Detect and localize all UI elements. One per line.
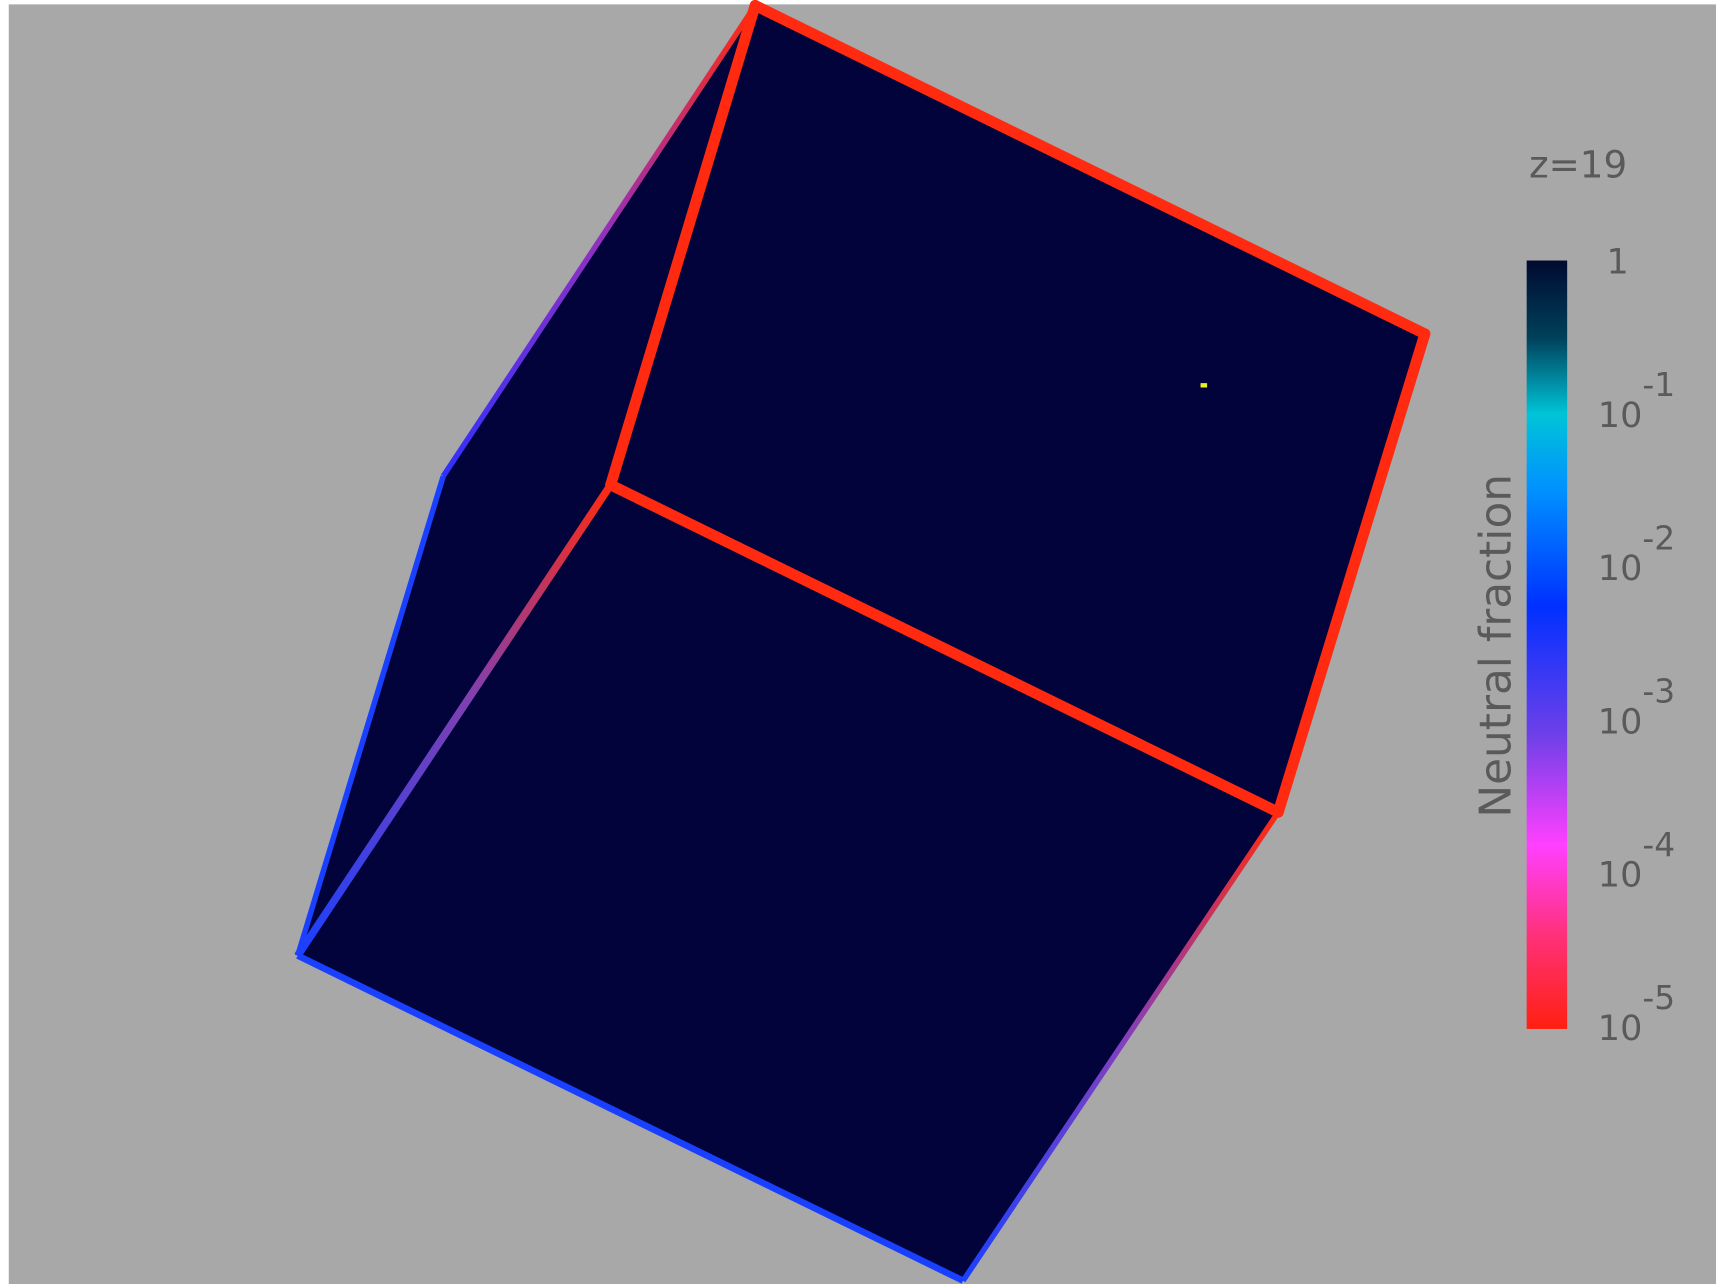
tick-base: 1 <box>1607 242 1629 283</box>
tick-base: 10 <box>1598 548 1643 589</box>
cube-edge <box>295 475 446 957</box>
colorbar-ticks: 110-110-210-310-410-5 <box>1598 242 1675 1049</box>
tick-exponent: -1 <box>1642 366 1675 404</box>
colorbar-tick-label: 10-4 <box>1598 826 1675 896</box>
colorbar-tick-label: 10-3 <box>1598 673 1675 743</box>
hotspot <box>1200 383 1208 388</box>
colorbar-tick-label: 10-1 <box>1598 366 1675 436</box>
tick-exponent: -2 <box>1642 520 1675 558</box>
colorbar <box>1526 260 1568 1029</box>
tick-exponent: -3 <box>1642 673 1675 711</box>
cube-edge <box>294 482 614 958</box>
colorbar-tick-label: 10-5 <box>1598 979 1675 1049</box>
tick-base: 10 <box>1598 1008 1643 1049</box>
colorbar-tick-label: 10-2 <box>1598 520 1675 590</box>
cube-face <box>297 5 756 956</box>
cube-edge <box>605 0 761 491</box>
cube-face <box>610 5 1425 813</box>
cube <box>294 0 1431 1284</box>
cube-edge <box>960 810 1281 1283</box>
tick-exponent: -5 <box>1642 979 1675 1017</box>
redshift-label: z=19 <box>1529 142 1627 186</box>
tick-exponent: -4 <box>1642 826 1675 864</box>
cube-edge <box>296 952 965 1284</box>
cube-edge <box>440 3 758 478</box>
tick-base: 10 <box>1598 855 1643 896</box>
cube-face <box>297 484 1279 1281</box>
cube-edge <box>749 0 1431 340</box>
tick-base: 10 <box>1598 395 1643 436</box>
cube-edge <box>605 479 1284 818</box>
colorbar-title: Neutral fraction <box>1470 474 1521 818</box>
cube-edge <box>1272 328 1431 818</box>
colorbar-tick-label: 1 <box>1607 242 1629 283</box>
tick-base: 10 <box>1598 701 1643 742</box>
